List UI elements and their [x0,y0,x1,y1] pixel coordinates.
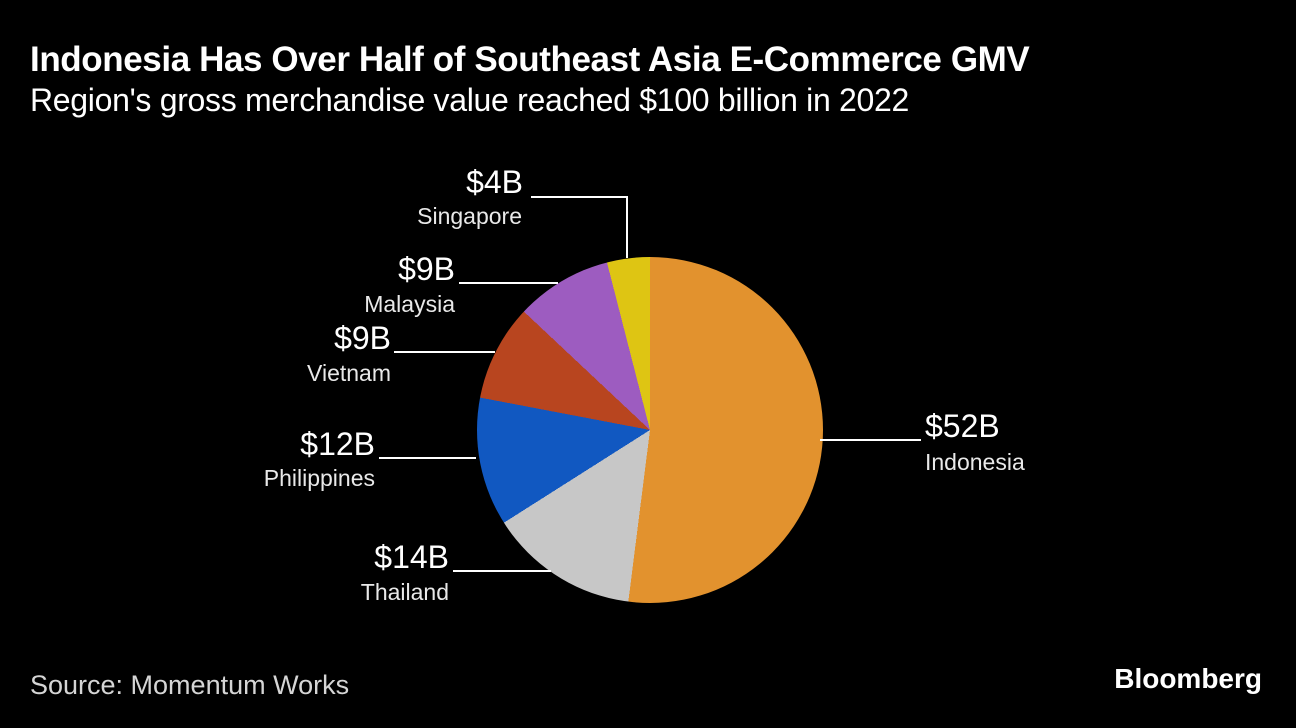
country-label-indonesia: Indonesia [925,449,1025,475]
country-label-singapore: Singapore [417,203,522,229]
value-label-vietnam: $9B [334,320,391,356]
value-label-singapore: $4B [466,164,523,200]
chart-subtitle: Region's gross merchandise value reached… [30,82,910,118]
value-label-malaysia: $9B [398,251,455,287]
callout-line-singapore-horizontal [531,196,628,198]
value-label-philippines: $12B [300,426,375,462]
callout-line-vietnam [394,351,495,353]
value-label-indonesia: $52B [925,408,1000,444]
callout-line-philippines [379,457,476,459]
country-label-malaysia: Malaysia [364,291,455,317]
source-note: Source: Momentum Works [30,670,350,700]
country-label-vietnam: Vietnam [307,360,391,386]
value-label-thailand: $14B [374,539,449,575]
chart-title: Indonesia Has Over Half of Southeast Asi… [30,40,1030,79]
country-label-philippines: Philippines [263,465,375,491]
callout-line-singapore-vertical [626,196,628,258]
pie-chart [477,257,823,603]
country-label-thailand: Thailand [360,579,449,605]
bloomberg-logo: Bloomberg [1114,663,1262,694]
callout-line-indonesia [820,439,921,441]
callout-line-malaysia [459,282,558,284]
callout-line-thailand [453,570,551,572]
